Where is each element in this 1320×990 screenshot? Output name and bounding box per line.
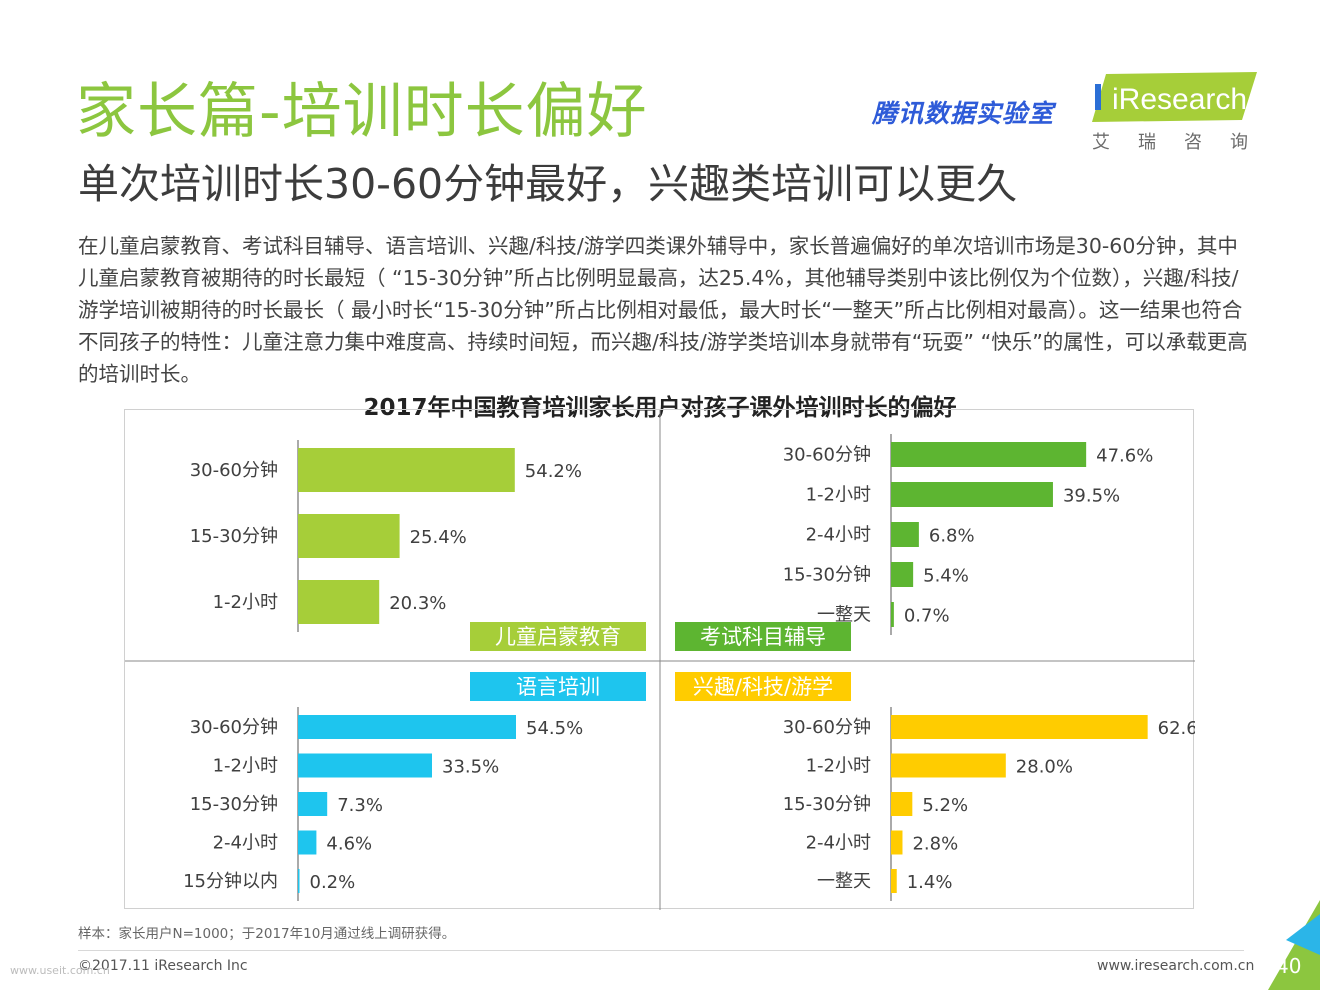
data-label: 39.5% xyxy=(1063,486,1120,507)
bar xyxy=(298,514,400,558)
panel-tag-label: 语言培训 xyxy=(516,675,600,699)
bar xyxy=(891,869,897,893)
panel-tag xyxy=(675,672,851,701)
category-label: 15分钟以内 xyxy=(183,871,278,892)
panel-tag-label: 兴趣/科技/游学 xyxy=(693,675,833,699)
category-label: 2-4小时 xyxy=(213,833,278,854)
category-label: 一整天 xyxy=(817,871,871,892)
panel-tag-label: 考试科目辅导 xyxy=(700,625,826,649)
panel-tag xyxy=(675,622,851,651)
tencent-data-lab-logo: 腾讯数据实验室 xyxy=(872,99,1055,128)
panel-tag-label: 儿童启蒙教育 xyxy=(495,625,621,649)
category-label: 30-60分钟 xyxy=(190,717,278,738)
chart-panels: 30-60分钟 54.2% 15-30分钟 25.4% 1-2小时 20.3% 儿童启蒙教育… xyxy=(125,410,1195,910)
data-label: 54.5% xyxy=(526,718,583,739)
bar xyxy=(298,580,380,624)
bar xyxy=(891,715,1148,739)
category-label: 1-2小时 xyxy=(213,756,278,777)
panel-tag xyxy=(470,622,646,651)
data-label: 47.6% xyxy=(1096,446,1153,467)
data-label: 20.3% xyxy=(389,593,446,614)
data-label: 0.2% xyxy=(310,872,356,893)
copyright-text: ©2017.11 iResearch Inc xyxy=(78,958,248,974)
page-title: 家长篇-培训时长偏好 xyxy=(76,77,648,147)
category-label: 1-2小时 xyxy=(806,756,871,777)
bar xyxy=(298,753,432,778)
footer-divider xyxy=(78,950,1244,951)
bar xyxy=(891,830,903,855)
category-label: 2-4小时 xyxy=(806,833,871,854)
chart-frame: 30-60分钟 54.2% 15-30分钟 25.4% 1-2小时 20.3% 儿童启蒙教育… xyxy=(124,409,1195,910)
data-label: 6.8% xyxy=(929,526,975,547)
bar xyxy=(298,869,300,893)
category-label: 30-60分钟 xyxy=(783,717,871,738)
data-label: 28.0% xyxy=(1016,757,1073,778)
data-label: 1.4% xyxy=(907,872,953,893)
bar xyxy=(891,442,1087,467)
bar xyxy=(298,448,515,492)
category-label: 15-30分钟 xyxy=(190,526,278,547)
category-label: 15-30分钟 xyxy=(783,565,871,586)
data-label: 33.5% xyxy=(442,757,499,778)
data-label: 2.8% xyxy=(912,834,958,855)
data-label: 5.2% xyxy=(922,795,968,816)
category-label: 一整天 xyxy=(817,605,871,626)
bar xyxy=(891,792,913,816)
watermark: www.useit.com.cn xyxy=(10,964,110,977)
category-label: 15-30分钟 xyxy=(190,794,278,815)
iresearch-logo: iResearch xyxy=(1092,72,1257,122)
data-label: 25.4% xyxy=(410,527,467,548)
category-label: 2-4小时 xyxy=(806,525,871,546)
category-label: 30-60分钟 xyxy=(190,460,278,481)
summary-paragraph: 在儿童启蒙教育、考试科目辅导、语言培训、兴趣/科技/游学四类课外辅导中，家长普遍… xyxy=(78,234,1248,386)
bar xyxy=(298,830,317,855)
panel-tag xyxy=(470,672,646,701)
bar xyxy=(891,753,1006,778)
data-label: 62.6% xyxy=(1158,718,1195,739)
data-label: 54.2% xyxy=(525,461,582,482)
iresearch-cn-name: 艾瑞咨询 xyxy=(1092,132,1276,153)
bar xyxy=(891,522,919,547)
iresearch-logo-text: iResearch xyxy=(1112,83,1247,116)
bar xyxy=(891,562,914,587)
corner-decoration xyxy=(1268,900,1320,990)
page-subtitle: 单次培训时长30-60分钟最好，兴趣类培训可以更久 xyxy=(78,160,1018,208)
category-label: 1-2小时 xyxy=(806,485,871,506)
category-label: 30-60分钟 xyxy=(783,445,871,466)
page-number: 40 xyxy=(1276,954,1302,978)
data-label: 0.7% xyxy=(904,606,950,627)
sample-footnote: 样本：家长用户N=1000；于2017年10月通过线上调研获得。 xyxy=(78,926,456,942)
bar xyxy=(298,792,328,816)
category-label: 1-2小时 xyxy=(213,592,278,613)
category-label: 15-30分钟 xyxy=(783,794,871,815)
data-label: 5.4% xyxy=(923,566,969,587)
bar xyxy=(891,602,894,627)
website-url[interactable]: www.iresearch.com.cn xyxy=(1097,958,1255,974)
bar xyxy=(891,482,1053,507)
data-label: 4.6% xyxy=(326,834,372,855)
data-label: 7.3% xyxy=(337,795,383,816)
bar xyxy=(298,715,516,739)
